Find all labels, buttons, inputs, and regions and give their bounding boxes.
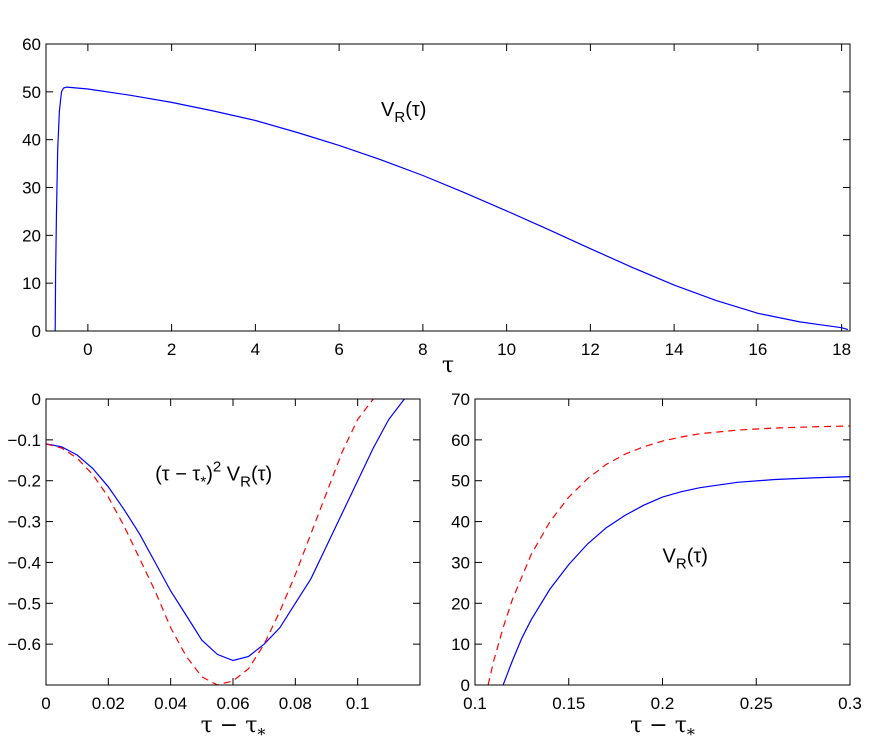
y-tick-label: 0 xyxy=(32,390,41,409)
top-annotation-sub: R xyxy=(394,109,405,126)
x-tick-label: 0.15 xyxy=(552,694,585,713)
x-tick-label: 6 xyxy=(334,340,343,359)
y-tick-label: 40 xyxy=(22,131,41,150)
y-tick-label: −0.4 xyxy=(7,553,41,572)
top-chart: 0 2 4 6 8 10 12 14 16 18 0 10 20 30 40 50 60 τ VR(τ) xyxy=(22,35,851,378)
y-tick-label: 0 xyxy=(461,676,470,695)
bottom-left-x-axis-label-main: τ − τ xyxy=(201,713,258,738)
bottom-left-ticks xyxy=(45,398,420,685)
x-tick-label: 12 xyxy=(581,340,600,359)
top-y-tick-labels: 0 10 20 30 40 50 60 xyxy=(22,35,41,341)
bottom-left-plot-frame xyxy=(45,398,421,686)
y-tick-label: 30 xyxy=(22,179,41,198)
bl-ann-sub: R xyxy=(240,474,251,491)
x-tick-label: 16 xyxy=(748,340,767,359)
x-tick-label: 0.2 xyxy=(651,694,675,713)
y-tick-label: 60 xyxy=(451,431,470,450)
x-tick-label: 0.3 xyxy=(838,694,862,713)
x-tick-label: 0 xyxy=(41,694,50,713)
br-ann-main: V xyxy=(663,545,677,567)
y-tick-label: 20 xyxy=(451,594,470,613)
y-tick-label: −0.1 xyxy=(7,431,41,450)
y-tick-label: 50 xyxy=(22,83,41,102)
bl-ann-tail: (τ) xyxy=(251,464,272,486)
solid-series-line xyxy=(45,398,405,662)
bl-ann-mid: ) xyxy=(206,464,213,486)
solid-series-line xyxy=(54,86,849,332)
x-tick-label: 0.04 xyxy=(154,694,187,713)
x-tick-label: 4 xyxy=(251,340,260,359)
bottom-right-chart: 0.1 0.15 0.2 0.25 0.3 0 10 20 30 40 50 60 70 τ − τ*… xyxy=(451,390,862,744)
y-tick-label: 10 xyxy=(22,274,41,293)
bl-ann-sup: 2 xyxy=(213,459,221,476)
y-tick-label: −0.2 xyxy=(7,472,41,491)
bottom-left-series xyxy=(45,398,405,686)
x-tick-label: 0.06 xyxy=(216,694,249,713)
y-tick-label: −0.3 xyxy=(7,513,41,532)
y-tick-label: 40 xyxy=(451,513,470,532)
y-tick-label: 0 xyxy=(32,322,41,341)
bl-ann-main: V xyxy=(221,464,241,486)
y-tick-label: 30 xyxy=(451,553,470,572)
top-annotation-main: V xyxy=(381,99,395,121)
bottom-right-plot-frame xyxy=(474,398,851,686)
x-tick-label: 0 xyxy=(83,340,92,359)
top-x-axis-label: τ xyxy=(442,353,454,378)
bottom-right-x-axis-label-sub: * xyxy=(687,725,695,744)
top-series xyxy=(54,86,849,332)
y-tick-label: 70 xyxy=(451,390,470,409)
top-annotation-tail: (τ) xyxy=(405,99,426,121)
solid-series-line xyxy=(502,476,851,686)
x-tick-label: 0.1 xyxy=(463,694,487,713)
x-tick-label: 0.1 xyxy=(346,694,370,713)
x-tick-label: 18 xyxy=(832,340,851,359)
bottom-right-ticks xyxy=(474,398,851,686)
bl-ann-sub1: * xyxy=(200,474,206,491)
bottom-left-y-tick-labels: −0.6 −0.5 −0.4 −0.3 −0.2 −0.1 0 xyxy=(7,390,41,654)
x-tick-label: 0.25 xyxy=(740,694,773,713)
bottom-left-annotation: (τ − τ*)2 VR(τ) xyxy=(155,459,272,491)
bl-ann-prefix: (τ − τ xyxy=(155,464,200,486)
y-tick-label: 10 xyxy=(451,635,470,654)
x-tick-label: 0.02 xyxy=(92,694,125,713)
top-plot-frame xyxy=(45,43,851,332)
x-tick-label: 2 xyxy=(167,340,176,359)
x-tick-label: 10 xyxy=(497,340,516,359)
bottom-left-x-tick-labels: 0 0.02 0.04 0.06 0.08 0.1 xyxy=(41,694,369,713)
top-annotation: VR(τ) xyxy=(381,99,426,126)
br-ann-tail: (τ) xyxy=(687,545,708,567)
y-tick-label: 20 xyxy=(22,226,41,245)
bottom-left-chart: 0 0.02 0.04 0.06 0.08 0.1 −0.6−0.5−0.4−0.3−0.… xyxy=(7,390,421,744)
bottom-right-series xyxy=(487,425,851,686)
y-tick-label: −0.6 xyxy=(7,635,41,654)
bottom-right-y-tick-labels: 0 10 20 30 40 50 60 70 xyxy=(451,390,470,695)
x-tick-label: 8 xyxy=(418,340,427,359)
dashed-series-line xyxy=(487,425,851,686)
top-x-tick-labels: 0 2 4 6 8 10 12 14 16 18 xyxy=(83,340,851,359)
y-tick-label: 60 xyxy=(22,35,41,54)
dashed-series-line xyxy=(45,398,374,686)
x-tick-label: 14 xyxy=(665,340,684,359)
br-ann-sub: R xyxy=(676,555,687,572)
bottom-right-annotation: VR(τ) xyxy=(663,545,708,572)
y-tick-label: −0.5 xyxy=(7,594,41,613)
bottom-right-x-axis-label-main: τ − τ xyxy=(630,713,687,738)
bottom-right-x-axis-label: τ − τ* xyxy=(630,713,695,744)
top-ticks xyxy=(46,43,850,332)
x-tick-label: 0.08 xyxy=(279,694,312,713)
bottom-left-x-axis-label-sub: * xyxy=(257,725,265,744)
y-tick-label: 50 xyxy=(451,472,470,491)
bottom-right-x-tick-labels: 0.1 0.15 0.2 0.25 0.3 xyxy=(463,694,862,713)
bottom-left-x-axis-label: τ − τ* xyxy=(201,713,266,744)
